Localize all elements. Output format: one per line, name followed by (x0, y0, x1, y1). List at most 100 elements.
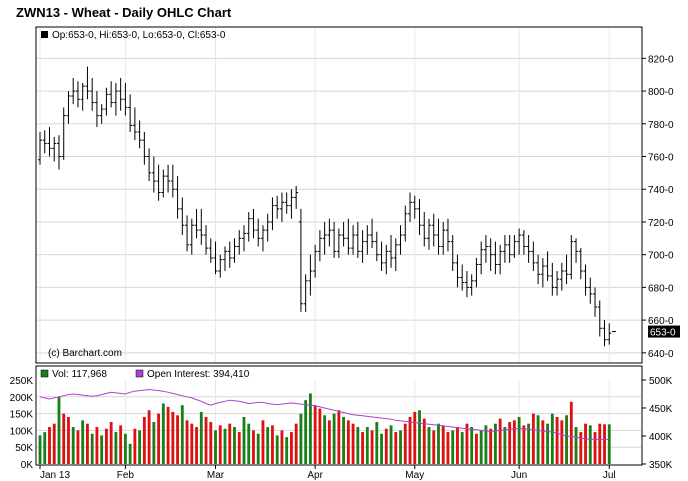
volume-bar (86, 423, 89, 464)
ohlc-bar (441, 221, 446, 255)
ohlc-bar (308, 254, 313, 296)
ohlc-bar (38, 131, 42, 165)
oi-legend-text: Open Interest: 394,410 (147, 369, 250, 380)
ohlc-bar (389, 235, 394, 268)
volume-bar (138, 430, 142, 464)
volume-bar (541, 420, 545, 464)
ohlc-bar (265, 213, 270, 242)
volume-bar (223, 428, 227, 464)
volume-bar (285, 437, 289, 464)
ohlc-bar (464, 271, 469, 298)
ohlc-bar (569, 235, 574, 280)
volume-bar (394, 432, 398, 464)
volume-bar (598, 423, 602, 464)
volume-bar (565, 415, 568, 464)
ohlc-bar (104, 87, 109, 116)
volume-y-tick-label: 200K (10, 393, 34, 404)
ohlc-bar (218, 254, 223, 278)
ohlc-bar (555, 271, 560, 296)
ohlc-bar (384, 244, 389, 275)
price-y-axis: 640-0 660-0 680-0 700-0 720-0 740-0 760-0 780-0… (642, 54, 674, 360)
volume-bar (484, 425, 488, 464)
volume-bar (555, 416, 559, 464)
volume-bar (128, 443, 132, 464)
volume-bar (275, 435, 279, 464)
volume-y-tick-label-right: 450K (649, 404, 673, 415)
volume-bar (100, 435, 104, 464)
ohlc-bar (284, 192, 289, 214)
volume-bar (574, 427, 578, 464)
ohlc-bar (303, 274, 308, 312)
volume-bar (147, 410, 151, 464)
volume-bar (199, 411, 203, 464)
volume-bar (512, 420, 516, 464)
ohlc-bar (71, 77, 76, 105)
ohlc-bar (597, 300, 602, 337)
oi-legend-swatch (135, 369, 144, 378)
ohlc-bar (455, 254, 460, 288)
volume-bar (123, 433, 127, 464)
volume-bar (95, 427, 99, 464)
ohlc-bar (370, 218, 375, 249)
ohlc-bar (526, 235, 531, 263)
volume-bar (380, 433, 383, 464)
ohlc-bar (417, 199, 422, 236)
volume-bar (133, 428, 137, 464)
ohlc-bar (275, 195, 280, 219)
volume-bar (508, 422, 512, 464)
volume-bar (399, 430, 402, 464)
volume-bar (441, 425, 445, 464)
volume-bar (252, 430, 255, 464)
ohlc-bar (336, 228, 341, 258)
ohlc-bar (488, 238, 493, 272)
ohlc-bar (517, 228, 522, 255)
ohlc-bar (180, 197, 185, 236)
volume-bar (465, 423, 469, 464)
ohlc-bar (66, 91, 71, 124)
x-axis: Jan 13 Feb Mar Apr May Jun Jul (39, 465, 616, 481)
ohlc-bar (408, 192, 413, 222)
ohlc-bar (512, 235, 517, 258)
volume-bar (522, 425, 526, 464)
volume-bar (266, 427, 270, 464)
ohlc-bar (90, 77, 95, 111)
ohlc-bar (436, 218, 441, 255)
ohlc-bar (403, 205, 408, 242)
volume-bar (413, 411, 417, 464)
volume-bar (588, 425, 592, 464)
volume-bar (498, 418, 502, 464)
chart-title: ZWN13 - Wheat - Daily OHLC Chart (16, 5, 232, 20)
ohlc-bar (379, 241, 384, 272)
volume-bar (233, 427, 236, 464)
volume-bar (261, 420, 265, 464)
volume-bar (294, 423, 298, 464)
volume-legend-bar (37, 367, 641, 379)
volume-y-tick-label-right: 500K (649, 376, 673, 387)
ohlc-bar (251, 208, 256, 239)
ohlc-bar (61, 107, 66, 160)
ohlc-bar (142, 131, 147, 165)
volume-legend-text: Vol: 117,968 (52, 369, 107, 380)
volume-bar (389, 425, 393, 464)
ohlc-bar (294, 185, 299, 209)
ohlc-bar (398, 225, 403, 255)
ohlc-bar (313, 244, 318, 278)
ohlc-bar (426, 218, 431, 250)
volume-bar (67, 416, 70, 464)
ohlc-bar (237, 230, 242, 255)
volume-bar (384, 428, 388, 464)
ohlc-bar (540, 257, 545, 288)
price-y-tick-label: 740-0 (648, 185, 674, 196)
volume-bar (185, 420, 189, 464)
ohlc-bar (607, 323, 612, 345)
ohlc-bar (346, 218, 351, 255)
price-legend-swatch (41, 31, 48, 38)
ohlc-bar (536, 254, 541, 285)
volume-bar (228, 423, 232, 464)
ohlc-bar (156, 164, 161, 201)
ohlc-bar (322, 221, 327, 255)
x-tick-label: May (405, 470, 424, 481)
x-tick-label: Jul (603, 470, 616, 481)
ohlc-series (38, 66, 616, 347)
